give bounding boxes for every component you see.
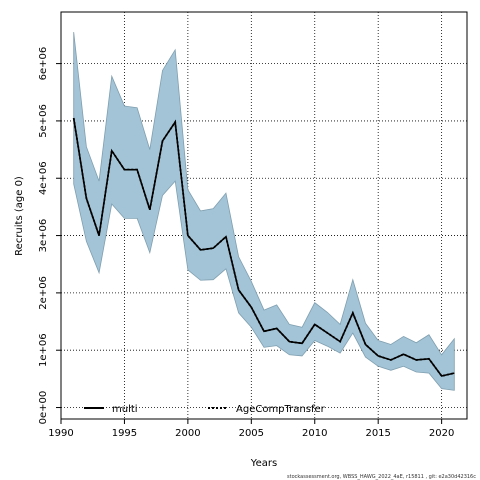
confidence-band-layer: [73, 32, 455, 391]
series-line-agecomptransfer: [72, 117, 455, 378]
x-tick-label-2000: 2000: [175, 428, 200, 439]
plot-frame: [60, 11, 468, 420]
x-tick-label-2015: 2015: [365, 428, 390, 439]
x-tick-label-2010: 2010: [302, 428, 327, 439]
y-tick-label-6e+06: 6e+06: [38, 47, 49, 81]
y-tick-label-5e+06: 5e+06: [38, 104, 49, 138]
y-tick-label-4e+06: 4e+06: [38, 161, 49, 195]
confidence-band: [73, 32, 455, 391]
x-axis-title: Years: [250, 458, 277, 469]
x-tick-label-1995: 1995: [112, 428, 137, 439]
y-tick-label-2e+06: 2e+06: [38, 276, 49, 310]
x-tick-label-2005: 2005: [239, 428, 264, 439]
legend-label-agecomptransfer: AgeCompTransfer: [236, 404, 326, 415]
y-tick-label-3e+06: 3e+06: [38, 219, 49, 253]
x-tick-label-2020: 2020: [429, 428, 454, 439]
x-tick-label-1990: 1990: [48, 428, 73, 439]
x-axis: 1990 1995 2000 2005 2010 2015 2020: [48, 419, 454, 439]
legend: multi AgeCompTransfer: [84, 404, 326, 415]
y-tick-label-0e+00: 0e+00: [38, 391, 49, 425]
y-tick-label-1e+06: 1e+06: [38, 333, 49, 367]
legend-label-multi: multi: [112, 404, 138, 415]
footnote: stockassessment.org, WBSS_HAWG_2022_4aE,…: [287, 474, 476, 480]
series-line-layer: [72, 117, 455, 378]
y-axis-title: Recruits (age 0): [14, 176, 25, 256]
y-axis: 0e+00 1e+06 2e+06 3e+06 4e+06 5e+06 6e+06: [38, 47, 61, 425]
